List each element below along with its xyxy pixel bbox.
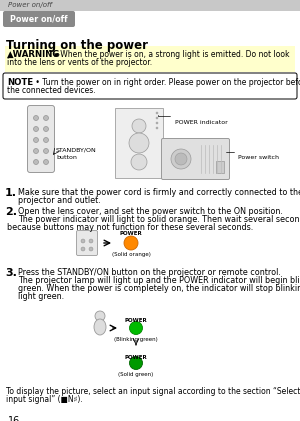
Text: Power switch: Power switch: [238, 155, 279, 160]
Ellipse shape: [94, 319, 106, 335]
Circle shape: [129, 133, 149, 153]
Circle shape: [132, 119, 146, 133]
FancyBboxPatch shape: [161, 139, 230, 179]
Text: Turning on the power: Turning on the power: [6, 39, 148, 52]
Text: 16: 16: [8, 416, 20, 421]
Circle shape: [156, 127, 158, 129]
Text: STANDBY/ON: STANDBY/ON: [56, 148, 97, 153]
FancyBboxPatch shape: [28, 106, 55, 173]
Text: (Blinking green): (Blinking green): [114, 337, 158, 342]
Circle shape: [171, 149, 191, 169]
Text: Power on/off: Power on/off: [10, 14, 68, 24]
Circle shape: [44, 160, 49, 165]
Circle shape: [34, 160, 38, 165]
Bar: [216, 161, 224, 173]
Text: the connected devices.: the connected devices.: [7, 86, 96, 95]
Text: POWER indicator: POWER indicator: [175, 120, 228, 125]
Circle shape: [34, 115, 38, 120]
Circle shape: [34, 149, 38, 154]
Text: ►When the power is on, a strong light is emitted. Do not look: ►When the power is on, a strong light is…: [52, 50, 290, 59]
FancyBboxPatch shape: [76, 231, 98, 256]
Text: Make sure that the power cord is firmly and correctly connected to the: Make sure that the power cord is firmly …: [18, 188, 300, 197]
Text: 3.: 3.: [5, 268, 17, 278]
Circle shape: [131, 154, 147, 170]
Circle shape: [81, 247, 85, 251]
Circle shape: [44, 115, 49, 120]
Bar: [0, 0, 300, 11]
Circle shape: [81, 239, 85, 243]
Text: NOTE: NOTE: [7, 78, 33, 87]
Circle shape: [95, 311, 105, 321]
Text: green. When the power is completely on, the indicator will stop blinking and: green. When the power is completely on, …: [18, 284, 300, 293]
Text: Power on/off: Power on/off: [8, 3, 52, 8]
Text: (Solid green): (Solid green): [118, 372, 154, 377]
Circle shape: [130, 322, 142, 335]
Bar: [5, 46, 295, 72]
Text: input signal” (■N♯).: input signal” (■N♯).: [6, 395, 83, 404]
Text: 1.: 1.: [5, 188, 17, 198]
Text: Open the lens cover, and set the power switch to the ON position.: Open the lens cover, and set the power s…: [18, 207, 283, 216]
Circle shape: [156, 112, 158, 114]
Text: projector and outlet.: projector and outlet.: [18, 196, 101, 205]
Text: 2.: 2.: [5, 207, 17, 217]
Text: ▲WARNING: ▲WARNING: [7, 50, 60, 59]
Circle shape: [124, 236, 138, 250]
Circle shape: [44, 149, 49, 154]
Bar: [115, 108, 163, 178]
Text: (Solid orange): (Solid orange): [112, 252, 150, 257]
Text: POWER: POWER: [120, 231, 142, 236]
Text: POWER: POWER: [124, 355, 147, 360]
Circle shape: [89, 239, 93, 243]
Text: The power indicator will light to solid orange. Then wait several seconds: The power indicator will light to solid …: [18, 215, 300, 224]
Text: into the lens or vents of the projector.: into the lens or vents of the projector.: [7, 58, 152, 67]
FancyBboxPatch shape: [3, 11, 75, 27]
Text: button: button: [56, 155, 77, 160]
Text: Press the STANDBY/ON button on the projector or remote control.: Press the STANDBY/ON button on the proje…: [18, 268, 281, 277]
Text: To display the picture, select an input signal according to the section “Selecti: To display the picture, select an input …: [6, 387, 300, 396]
Circle shape: [44, 126, 49, 131]
Text: • Turn the power on in right order. Please power on the projector before: • Turn the power on in right order. Plea…: [33, 78, 300, 87]
Circle shape: [34, 126, 38, 131]
FancyBboxPatch shape: [3, 73, 297, 99]
Circle shape: [175, 153, 187, 165]
Text: light green.: light green.: [18, 292, 64, 301]
Circle shape: [130, 357, 142, 370]
Text: POWER: POWER: [124, 318, 147, 323]
Circle shape: [44, 138, 49, 142]
Text: because buttons may not function for these several seconds.: because buttons may not function for the…: [7, 223, 253, 232]
Circle shape: [34, 138, 38, 142]
Circle shape: [89, 247, 93, 251]
Circle shape: [156, 122, 158, 124]
Circle shape: [156, 117, 158, 119]
Text: The projector lamp will light up and the POWER indicator will begin blinking: The projector lamp will light up and the…: [18, 276, 300, 285]
